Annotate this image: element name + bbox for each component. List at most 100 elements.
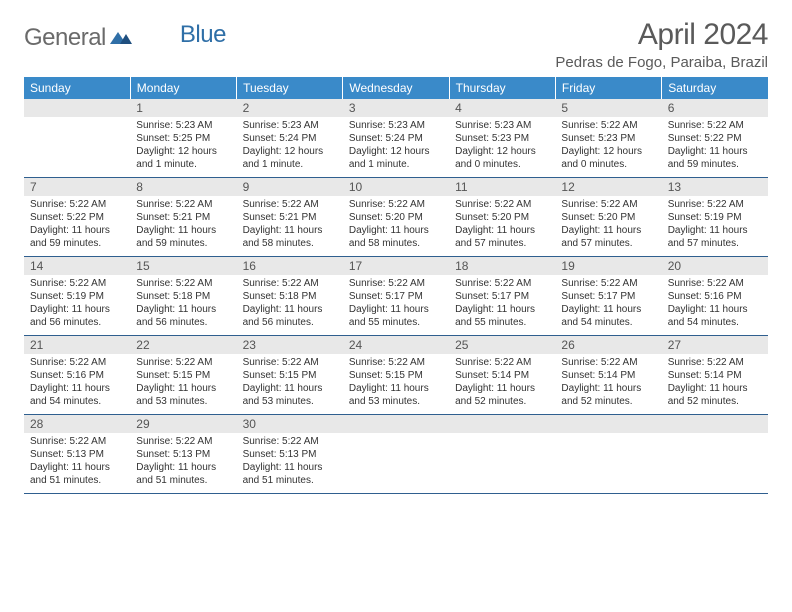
sunset-line: Sunset: 5:18 PM	[136, 290, 230, 303]
day-cell: 20Sunrise: 5:22 AMSunset: 5:16 PMDayligh…	[662, 257, 768, 336]
sunrise-line: Sunrise: 5:22 AM	[561, 198, 655, 211]
day-number-empty	[343, 415, 449, 433]
day-number: 17	[343, 257, 449, 275]
daylight-line: Daylight: 11 hours and 55 minutes.	[455, 303, 549, 329]
daylight-line: Daylight: 11 hours and 52 minutes.	[561, 382, 655, 408]
sunrise-line: Sunrise: 5:22 AM	[561, 356, 655, 369]
day-number: 24	[343, 336, 449, 354]
daylight-line: Daylight: 11 hours and 53 minutes.	[136, 382, 230, 408]
day-cell: 7Sunrise: 5:22 AMSunset: 5:22 PMDaylight…	[24, 178, 130, 257]
day-cell	[343, 415, 449, 494]
daylight-line: Daylight: 12 hours and 1 minute.	[243, 145, 337, 171]
weekday-header: Thursday	[449, 77, 555, 99]
day-number: 21	[24, 336, 130, 354]
day-cell: 12Sunrise: 5:22 AMSunset: 5:20 PMDayligh…	[555, 178, 661, 257]
day-cell: 17Sunrise: 5:22 AMSunset: 5:17 PMDayligh…	[343, 257, 449, 336]
day-cell	[555, 415, 661, 494]
day-number: 13	[662, 178, 768, 196]
day-body-empty	[24, 117, 130, 177]
daylight-line: Daylight: 12 hours and 1 minute.	[136, 145, 230, 171]
day-cell: 10Sunrise: 5:22 AMSunset: 5:20 PMDayligh…	[343, 178, 449, 257]
sunrise-line: Sunrise: 5:23 AM	[349, 119, 443, 132]
day-body: Sunrise: 5:22 AMSunset: 5:13 PMDaylight:…	[24, 433, 130, 493]
daylight-line: Daylight: 11 hours and 52 minutes.	[455, 382, 549, 408]
sunset-line: Sunset: 5:13 PM	[243, 448, 337, 461]
sunset-line: Sunset: 5:17 PM	[455, 290, 549, 303]
sunset-line: Sunset: 5:17 PM	[349, 290, 443, 303]
daylight-line: Daylight: 11 hours and 59 minutes.	[668, 145, 762, 171]
sunset-line: Sunset: 5:14 PM	[668, 369, 762, 382]
day-body: Sunrise: 5:22 AMSunset: 5:16 PMDaylight:…	[662, 275, 768, 335]
day-body: Sunrise: 5:22 AMSunset: 5:17 PMDaylight:…	[343, 275, 449, 335]
sunset-line: Sunset: 5:21 PM	[136, 211, 230, 224]
day-body: Sunrise: 5:22 AMSunset: 5:15 PMDaylight:…	[237, 354, 343, 414]
sunrise-line: Sunrise: 5:22 AM	[243, 356, 337, 369]
sunrise-line: Sunrise: 5:22 AM	[136, 435, 230, 448]
day-body-empty	[449, 433, 555, 493]
day-cell: 4Sunrise: 5:23 AMSunset: 5:23 PMDaylight…	[449, 99, 555, 178]
day-body: Sunrise: 5:22 AMSunset: 5:13 PMDaylight:…	[130, 433, 236, 493]
sunset-line: Sunset: 5:14 PM	[561, 369, 655, 382]
day-number: 18	[449, 257, 555, 275]
sunset-line: Sunset: 5:13 PM	[136, 448, 230, 461]
daylight-line: Daylight: 11 hours and 58 minutes.	[349, 224, 443, 250]
sunrise-line: Sunrise: 5:22 AM	[30, 356, 124, 369]
weekday-header: Saturday	[662, 77, 768, 99]
day-cell: 16Sunrise: 5:22 AMSunset: 5:18 PMDayligh…	[237, 257, 343, 336]
sunrise-line: Sunrise: 5:22 AM	[30, 198, 124, 211]
day-number: 30	[237, 415, 343, 433]
daylight-line: Daylight: 12 hours and 0 minutes.	[455, 145, 549, 171]
sunrise-line: Sunrise: 5:22 AM	[136, 198, 230, 211]
sunset-line: Sunset: 5:15 PM	[349, 369, 443, 382]
calendar-body: 1Sunrise: 5:23 AMSunset: 5:25 PMDaylight…	[24, 99, 768, 494]
weekday-header: Friday	[555, 77, 661, 99]
sunrise-line: Sunrise: 5:22 AM	[30, 435, 124, 448]
day-body: Sunrise: 5:22 AMSunset: 5:13 PMDaylight:…	[237, 433, 343, 493]
weekday-header: Monday	[130, 77, 236, 99]
day-body: Sunrise: 5:22 AMSunset: 5:18 PMDaylight:…	[130, 275, 236, 335]
sunset-line: Sunset: 5:20 PM	[349, 211, 443, 224]
daylight-line: Daylight: 12 hours and 1 minute.	[349, 145, 443, 171]
day-body: Sunrise: 5:22 AMSunset: 5:14 PMDaylight:…	[555, 354, 661, 414]
day-cell: 21Sunrise: 5:22 AMSunset: 5:16 PMDayligh…	[24, 336, 130, 415]
day-cell: 24Sunrise: 5:22 AMSunset: 5:15 PMDayligh…	[343, 336, 449, 415]
day-number: 6	[662, 99, 768, 117]
day-body-empty	[662, 433, 768, 493]
day-number: 20	[662, 257, 768, 275]
sunset-line: Sunset: 5:23 PM	[561, 132, 655, 145]
day-body-empty	[555, 433, 661, 493]
day-body: Sunrise: 5:23 AMSunset: 5:24 PMDaylight:…	[343, 117, 449, 177]
day-body: Sunrise: 5:22 AMSunset: 5:21 PMDaylight:…	[130, 196, 236, 256]
day-number: 12	[555, 178, 661, 196]
daylight-line: Daylight: 11 hours and 51 minutes.	[30, 461, 124, 487]
day-body: Sunrise: 5:22 AMSunset: 5:20 PMDaylight:…	[555, 196, 661, 256]
sunset-line: Sunset: 5:19 PM	[668, 211, 762, 224]
week-row: 14Sunrise: 5:22 AMSunset: 5:19 PMDayligh…	[24, 257, 768, 336]
location-subtitle: Pedras de Fogo, Paraiba, Brazil	[555, 54, 768, 71]
day-cell: 26Sunrise: 5:22 AMSunset: 5:14 PMDayligh…	[555, 336, 661, 415]
sunrise-line: Sunrise: 5:22 AM	[561, 277, 655, 290]
day-number: 11	[449, 178, 555, 196]
day-number-empty	[449, 415, 555, 433]
day-body: Sunrise: 5:22 AMSunset: 5:19 PMDaylight:…	[662, 196, 768, 256]
logo-mark-icon	[110, 28, 132, 49]
day-cell: 25Sunrise: 5:22 AMSunset: 5:14 PMDayligh…	[449, 336, 555, 415]
sunset-line: Sunset: 5:18 PM	[243, 290, 337, 303]
day-cell: 2Sunrise: 5:23 AMSunset: 5:24 PMDaylight…	[237, 99, 343, 178]
day-number: 7	[24, 178, 130, 196]
day-body: Sunrise: 5:23 AMSunset: 5:23 PMDaylight:…	[449, 117, 555, 177]
daylight-line: Daylight: 11 hours and 56 minutes.	[243, 303, 337, 329]
daylight-line: Daylight: 11 hours and 59 minutes.	[136, 224, 230, 250]
daylight-line: Daylight: 11 hours and 59 minutes.	[30, 224, 124, 250]
daylight-line: Daylight: 11 hours and 53 minutes.	[243, 382, 337, 408]
day-body-empty	[343, 433, 449, 493]
day-body: Sunrise: 5:23 AMSunset: 5:24 PMDaylight:…	[237, 117, 343, 177]
sunset-line: Sunset: 5:16 PM	[668, 290, 762, 303]
daylight-line: Daylight: 11 hours and 51 minutes.	[243, 461, 337, 487]
sunset-line: Sunset: 5:13 PM	[30, 448, 124, 461]
day-body: Sunrise: 5:22 AMSunset: 5:20 PMDaylight:…	[449, 196, 555, 256]
sunset-line: Sunset: 5:24 PM	[243, 132, 337, 145]
day-number: 28	[24, 415, 130, 433]
day-number: 26	[555, 336, 661, 354]
day-cell: 9Sunrise: 5:22 AMSunset: 5:21 PMDaylight…	[237, 178, 343, 257]
